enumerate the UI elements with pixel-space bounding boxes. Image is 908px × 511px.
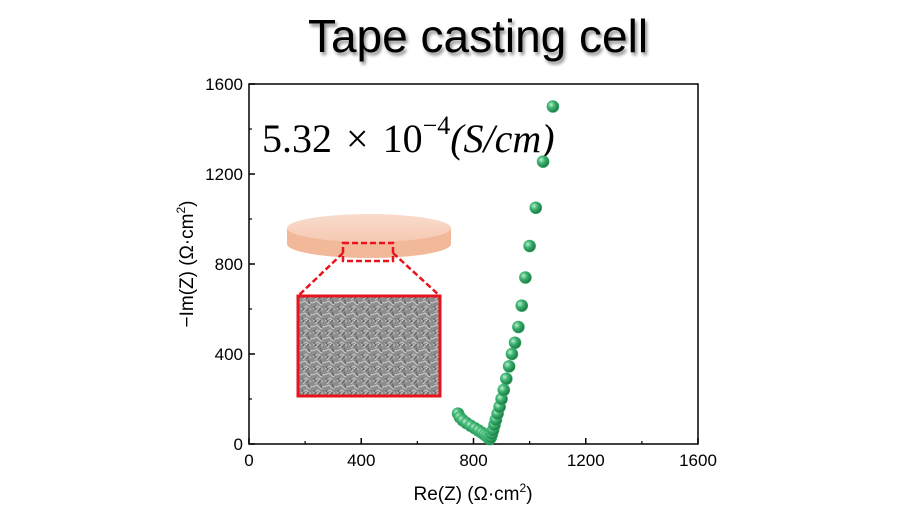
cell-inset-illustration (287, 214, 451, 398)
data-point (519, 271, 532, 284)
data-point (536, 155, 550, 168)
conductivity-mantissa: 5.32 (262, 116, 332, 161)
y-axis-label: −Im(Z) (Ω·cm2) (174, 201, 198, 328)
data-point (546, 100, 560, 113)
conductivity-base: 10 (383, 116, 423, 161)
chart-title: Tape casting cell (308, 10, 648, 62)
conductivity-annotation: 5.32 × 10−4(S/cm) (262, 111, 555, 161)
x-tick-label: 1600 (679, 451, 717, 470)
y-axis-label-text: −Im(Z) (Ω·cm (177, 214, 198, 328)
x-tick-label: 1200 (567, 451, 605, 470)
sem-image (296, 294, 442, 398)
data-points (451, 100, 560, 446)
data-point (508, 336, 522, 350)
y-tick-label: 1200 (205, 165, 243, 184)
x-axis-label-end: ) (526, 484, 532, 505)
y-tick-label: 0 (234, 435, 243, 454)
data-point (523, 239, 536, 253)
zoom-region-box (341, 241, 395, 263)
data-point (512, 320, 525, 334)
data-point (529, 201, 543, 215)
y-axis-label-end: ) (177, 201, 198, 207)
x-tick-label: 800 (459, 451, 487, 470)
x-axis-label-sup: 2 (520, 481, 527, 495)
y-tick-label: 1600 (205, 75, 243, 94)
x-axis-label-text: Re(Z) (Ω·cm (413, 484, 519, 505)
x-axis-label: Re(Z) (Ω·cm2) (413, 481, 532, 505)
zoom-line-right (392, 252, 441, 297)
data-point (497, 383, 511, 397)
data-point (502, 360, 516, 373)
zoom-line-left (297, 252, 344, 297)
y-tick-label: 400 (215, 345, 243, 364)
y-axis-ticks: 0 400 800 1200 1600 (205, 75, 255, 454)
x-tick-label: 400 (347, 451, 375, 470)
y-axis-label-sup: 2 (174, 207, 188, 214)
conductivity-unit: (S/cm) (450, 116, 554, 161)
data-point (505, 347, 519, 361)
cell-disc-top (287, 214, 451, 242)
data-point (500, 372, 513, 386)
x-tick-label: 0 (244, 451, 253, 470)
y-tick-label: 800 (215, 255, 243, 274)
conductivity-times: × (346, 116, 369, 161)
data-point (515, 299, 529, 312)
conductivity-exponent: −4 (423, 111, 451, 140)
x-axis-ticks: 0 400 800 1200 1600 (244, 438, 717, 470)
